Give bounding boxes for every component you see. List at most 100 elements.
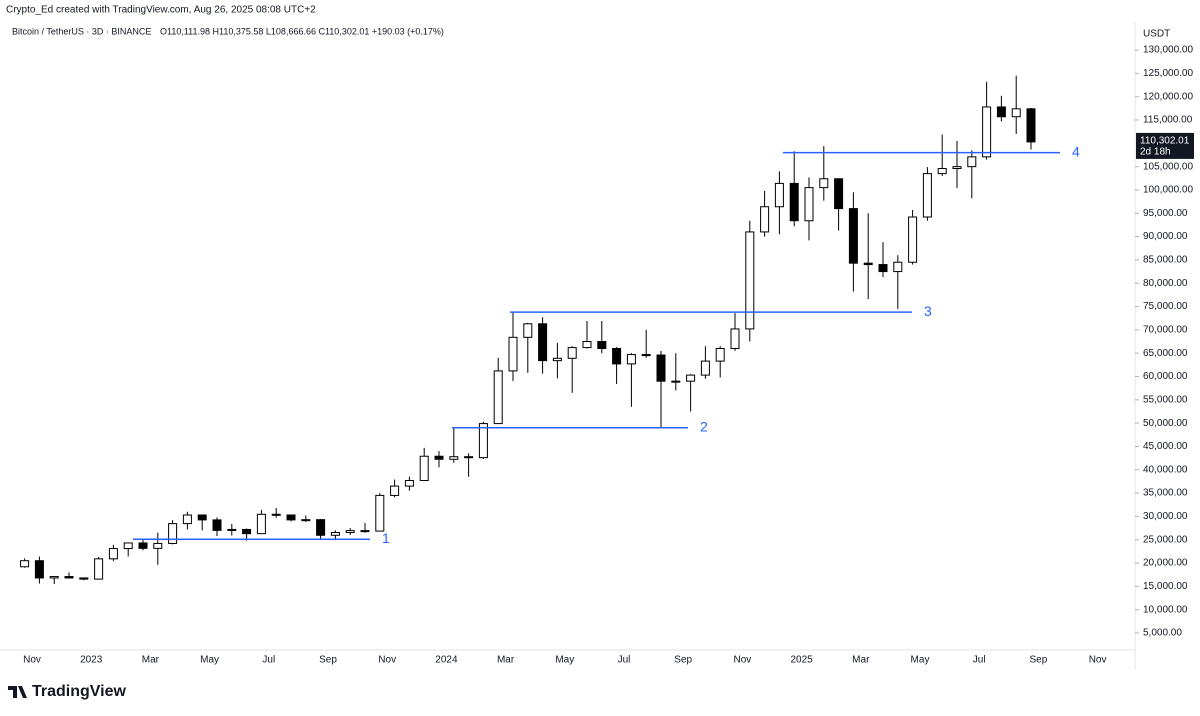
candle-body (804, 187, 814, 222)
x-tick-label: Jul (973, 655, 986, 666)
candle-body (686, 374, 696, 382)
y-tick-label: 15,000.00 (1143, 581, 1188, 592)
candle-body (922, 173, 932, 218)
symbol: Bitcoin / TetherUS · 3D · BINANCE (12, 26, 151, 36)
candle-body (937, 168, 947, 175)
candle-body (893, 261, 903, 273)
x-tick-label: Jul (618, 655, 631, 666)
candle-body (863, 262, 873, 266)
candle-body (212, 519, 222, 531)
candle-body (1011, 108, 1021, 118)
x-tick-label: May (200, 655, 219, 666)
last-price-label: 110,302.01 (1140, 136, 1190, 147)
candle-body (996, 106, 1006, 118)
candle-body (153, 542, 163, 549)
candle-body (1026, 108, 1036, 143)
y-tick-label: 100,000.00 (1143, 185, 1193, 196)
y-tick-label: 70,000.00 (1143, 324, 1188, 335)
candle-body (952, 166, 962, 170)
x-tick-label: 2023 (80, 655, 103, 666)
y-tick-label: 55,000.00 (1143, 394, 1188, 405)
candle-body (316, 519, 326, 536)
y-tick-label: 5,000.00 (1143, 628, 1182, 639)
x-tick-label: May (911, 655, 930, 666)
y-tick-label: 130,000.00 (1143, 45, 1193, 56)
x-tick-label: Mar (142, 655, 160, 666)
candle-body (345, 530, 355, 533)
logo-mark (8, 686, 27, 698)
candle-body (552, 357, 562, 362)
x-tick-label: Sep (674, 655, 692, 666)
x-tick-label: 2024 (435, 655, 458, 666)
level-label: 3 (924, 303, 932, 319)
candle-body (20, 560, 30, 568)
y-tick-label: 120,000.00 (1143, 91, 1193, 102)
candle-body (34, 560, 44, 579)
candle-body (360, 530, 370, 533)
candle-body (878, 264, 888, 273)
candle-body (582, 341, 592, 349)
candle-body (478, 423, 488, 459)
attribution: Crypto_Ed created with TradingView.com, … (6, 5, 316, 16)
candle-body (286, 514, 296, 521)
x-tick-label: Mar (497, 655, 515, 666)
x-tick-label: Nov (378, 655, 396, 666)
candle-body (745, 231, 755, 330)
candle-body (375, 494, 385, 532)
y-tick-label: 95,000.00 (1143, 208, 1188, 219)
candle-body (834, 178, 844, 210)
candle-body (79, 577, 89, 580)
y-tick-label: 115,000.00 (1143, 115, 1193, 126)
candle-body (301, 519, 311, 522)
candle-body (641, 354, 651, 357)
x-tick-label: Mar (852, 655, 870, 666)
candle-body (330, 531, 340, 536)
y-tick-label: 10,000.00 (1143, 604, 1188, 615)
x-tick-label: Nov (23, 655, 41, 666)
candle-body (197, 514, 207, 521)
y-unit: USDT (1143, 29, 1170, 40)
candle-body (612, 348, 622, 365)
y-tick-label: 125,000.00 (1143, 68, 1193, 79)
y-tick-label: 90,000.00 (1143, 231, 1188, 242)
candle-body (567, 347, 577, 359)
candle-body (774, 182, 784, 208)
y-tick-label: 35,000.00 (1143, 488, 1188, 499)
candle-body (390, 485, 400, 496)
candle-body (123, 542, 133, 550)
y-tick-label: 20,000.00 (1143, 558, 1188, 569)
y-tick-label: 45,000.00 (1143, 441, 1188, 452)
x-tick-label: Nov (734, 655, 752, 666)
candle-body (227, 528, 237, 531)
candle-body (108, 548, 118, 560)
x-tick-label: Sep (1030, 655, 1048, 666)
logo: TradingView (8, 683, 127, 700)
candle-body (449, 456, 459, 460)
x-tick-label: May (555, 655, 574, 666)
x-tick-label: Sep (319, 655, 337, 666)
x-tick-label: Jul (262, 655, 275, 666)
ohlc: O110,111.98 H110,375.58 L108,666.66 C110… (160, 26, 444, 36)
candle-body (182, 514, 192, 525)
candle-body (789, 182, 799, 222)
candle-body (967, 156, 977, 168)
candle-body (256, 513, 266, 535)
candle-body (626, 354, 636, 365)
candle-body (848, 208, 858, 264)
candle-body (242, 528, 252, 535)
y-tick-label: 65,000.00 (1143, 348, 1188, 359)
candle-body (908, 216, 918, 263)
candle-body (419, 455, 429, 481)
level-label: 1 (382, 530, 390, 546)
y-tick-label: 85,000.00 (1143, 255, 1188, 266)
candle-body (94, 558, 104, 580)
candle-body (538, 323, 548, 362)
candle-body (819, 178, 829, 189)
candle-body (434, 455, 444, 460)
x-tick-label: 2025 (790, 655, 813, 666)
candle-body (493, 370, 503, 425)
logo-text: TradingView (32, 683, 127, 700)
y-tick-label: 25,000.00 (1143, 534, 1188, 545)
